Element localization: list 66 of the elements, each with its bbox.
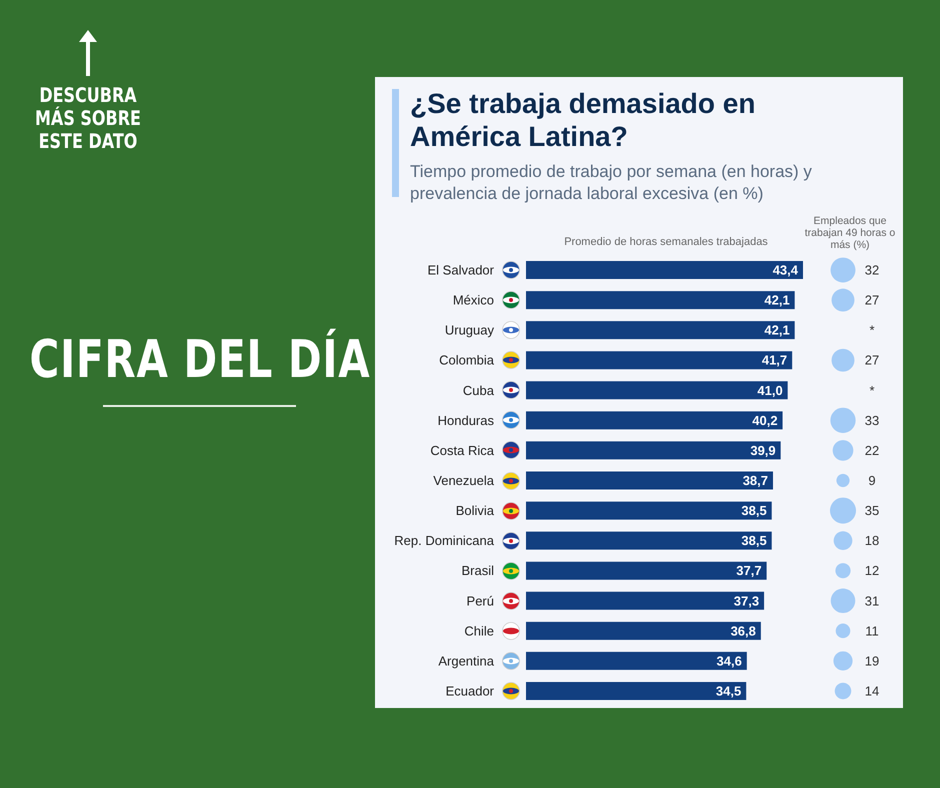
data-label: 19: [864, 653, 880, 668]
data-label: 11: [865, 623, 879, 638]
data-label: 33: [864, 412, 880, 428]
bar: [526, 682, 746, 700]
y-tick-label: Ecuador: [446, 683, 495, 698]
data-label: 39,9: [750, 442, 776, 458]
y-tick-label: Colombia: [439, 352, 495, 368]
bar: [526, 502, 772, 520]
bar: [526, 351, 792, 370]
data-label: 37,7: [736, 563, 762, 578]
data-label: 31: [864, 593, 880, 608]
y-tick-label: Uruguay: [444, 322, 494, 338]
data-label: 12: [864, 563, 880, 578]
chart-subtitle: Tiempo promedio de trabajo por semana (en horas) y prevalencia de jornada laboral excesiva (en %): [410, 161, 813, 205]
data-label: 34,6: [716, 653, 742, 668]
bar: [526, 261, 803, 280]
data-label: 42,1: [764, 322, 790, 338]
data-label: 38,5: [741, 503, 767, 518]
y-tick-label: Rep. Dominicana: [394, 533, 495, 548]
y-tick-label: El Salvador: [428, 262, 495, 278]
x-axis-title: Promedio de horas semanales trabajadas: [563, 236, 769, 248]
data-label: 27: [864, 292, 880, 308]
data-label: 27: [864, 352, 880, 368]
y-tick-label: Brasil: [461, 563, 494, 578]
y-tick-label: México: [452, 292, 494, 308]
y-tick-label: Perú: [466, 593, 494, 608]
y-tick-label: Costa Rica: [430, 442, 495, 458]
data-label: 32: [864, 262, 880, 278]
data-label: 37,3: [734, 593, 760, 608]
data-label: 18: [864, 533, 880, 548]
data-label: 38,7: [742, 473, 768, 488]
text: Empleados que trabajan 49 horas o más (%): [804, 215, 896, 251]
data-label: *: [869, 382, 875, 398]
bar: [526, 622, 761, 640]
bar: [526, 652, 747, 670]
text: DESCUBRA MÁS SOBRE ESTE DATO: [34, 83, 142, 153]
bar: [526, 321, 795, 340]
y-tick-label: Cuba: [462, 382, 495, 398]
data-label: 34,5: [716, 683, 742, 698]
chart-title: ¿Se trabaja demasiado en América Latina?: [410, 87, 756, 153]
y-tick-label: Chile: [464, 623, 494, 638]
bar: [526, 441, 781, 460]
bar: [526, 381, 788, 400]
bar: [526, 291, 795, 310]
data-label: 22: [864, 442, 880, 458]
y-tick-label: Bolivia: [456, 503, 495, 518]
y-tick-label: Argentina: [438, 653, 495, 668]
data-label: 43,4: [772, 262, 799, 278]
data-label: 38,5: [741, 533, 767, 548]
data-label: 35: [864, 503, 880, 518]
bar: [526, 532, 772, 550]
bar: [526, 472, 773, 490]
data-label: 36,8: [730, 623, 756, 638]
data-label: 40,2: [752, 412, 778, 428]
data-label: *: [869, 322, 875, 338]
data-label: 41,0: [757, 382, 783, 398]
data-label: 41,7: [762, 352, 788, 368]
bar: [526, 411, 783, 430]
bar: [526, 562, 767, 580]
y-tick-label: Honduras: [438, 412, 494, 428]
text: CIFRA DEL DÍA: [28, 330, 372, 390]
data-label: 9: [868, 473, 876, 488]
data-label: 14: [864, 683, 880, 698]
data-label: 42,1: [764, 292, 790, 308]
bar: [526, 592, 764, 610]
y-tick-label: Venezuela: [433, 473, 495, 488]
